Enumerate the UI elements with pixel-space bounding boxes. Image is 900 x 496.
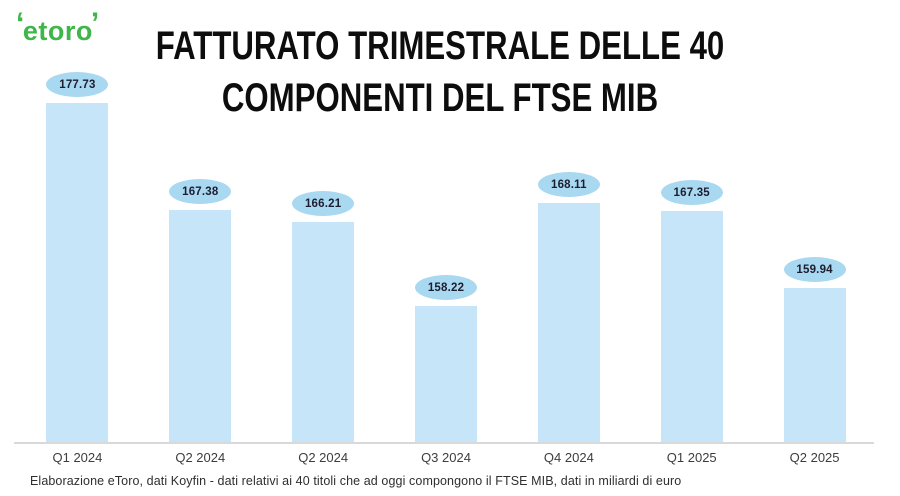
x-axis-line [14,442,874,444]
x-axis-label: Q1 2025 [666,450,717,465]
value-label-bubble: 159.94 [783,257,846,282]
bar-column: 177.73 [16,72,139,443]
value-label-bubble: 166.21 [292,191,355,216]
chart-title: FATTURATO TRIMESTRALE DELLE 40 COMPONENT… [0,20,880,124]
bar [783,288,846,443]
bar-column: 158.22 [385,79,508,443]
x-axis-label: Q3 2024 [421,450,471,465]
bar [169,210,232,443]
bar [660,211,723,443]
x-axis-label: Q2 2024 [175,450,226,465]
x-axis-labels: Q1 2024 Q2 2024 Q2 2024 Q3 2024 Q4 2024 Q1 20… [16,450,876,465]
value-label: 159.94 [796,263,833,276]
x-axis-label: Q2 2024 [298,450,349,465]
x-axis-label: Q1 2024 [52,450,103,465]
value-label-bubble: 158.22 [415,275,477,300]
bar [292,222,355,443]
bar [46,103,109,443]
source-note: Elaborazione eToro, dati Koyfin - dati r… [30,474,682,488]
value-label: 177.73 [59,78,96,91]
value-label: 166.21 [304,197,342,210]
bar-column: 159.94 [753,79,876,443]
value-label-bubble: 167.38 [169,179,232,204]
bar-column: 168.11 [507,79,630,443]
bar-column: 167.35 [630,79,753,443]
value-label: 158.22 [427,281,465,294]
value-label: 167.35 [673,186,710,199]
x-axis-label: Q4 2024 [543,450,594,465]
chart-title-line2: COMPONENTI DEL FTSE MIB [221,76,659,120]
bar-column: 167.38 [139,79,262,443]
value-label: 167.38 [182,185,219,198]
x-axis-label: Q2 2025 [789,450,840,465]
etoro-logo: ‘ etoro ’ [16,9,100,46]
value-label-bubble: 177.73 [46,72,109,97]
bar [537,203,600,443]
value-label: 168.11 [550,178,587,191]
value-label-bubble: 168.11 [537,172,600,197]
etoro-logo-text: etoro [22,16,93,46]
value-label-bubble: 167.35 [660,180,723,205]
bull-horn-right-icon: ’ [90,7,100,40]
bar [415,306,477,443]
bar-column: 166.21 [262,79,385,443]
bull-horn-left-icon: ‘ [16,7,25,40]
chart-title-line1: FATTURATO TRIMESTRALE DELLE 40 [155,24,725,68]
bar-chart: 177.73 167.38 166.21 158.22 168.11 167.35 159.… [16,72,876,443]
